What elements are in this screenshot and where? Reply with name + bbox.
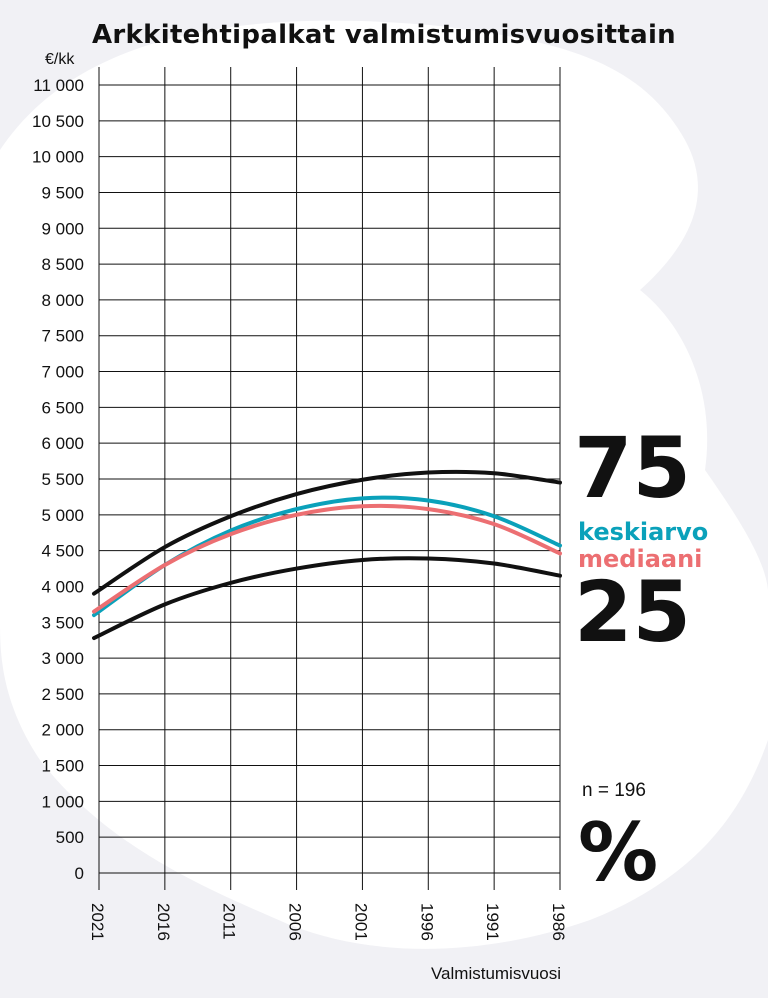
- y-tick-label: 11 000: [33, 76, 84, 95]
- y-tick-label: 8 500: [41, 255, 84, 274]
- x-tick-label: 2016: [154, 903, 173, 941]
- p25-label: 25: [574, 563, 691, 661]
- y-tick-label: 5 000: [41, 506, 84, 525]
- y-tick-label: 10 000: [32, 148, 84, 167]
- x-axis-label: Valmistumisvuosi: [431, 964, 561, 983]
- background-blob: [0, 20, 768, 949]
- y-tick-label: 9 000: [41, 219, 84, 238]
- x-tick-label: 1986: [549, 903, 568, 941]
- y-tick-label: 10 500: [32, 112, 84, 131]
- x-axis-ticks: 2021 2016 2011 2006 2001 1996 1991 1986: [88, 903, 568, 941]
- x-tick-label: 1991: [483, 903, 502, 941]
- y-tick-label: 7 000: [41, 363, 84, 382]
- series-lines: [92, 469, 562, 641]
- series-line-p75: [92, 469, 562, 596]
- chart-title: Arkkitehtipalkat valmistumisvuosittain: [92, 20, 676, 50]
- y-tick-label: 0: [75, 864, 84, 883]
- percent-sign: %: [578, 806, 658, 899]
- y-tick-label: 2 500: [41, 685, 84, 704]
- y-tick-label: 1 500: [41, 757, 84, 776]
- p75-label: 75: [574, 419, 691, 517]
- y-tick-label: 8 000: [41, 291, 84, 310]
- median-label: mediaani: [578, 545, 702, 573]
- mean-label: keskiarvo: [578, 518, 708, 546]
- x-tick-label: 2001: [351, 903, 370, 941]
- y-tick-label: 4 000: [41, 577, 84, 596]
- y-unit-label: €/kk: [45, 51, 75, 68]
- series-line-p25: [92, 556, 562, 641]
- y-tick-label: 5 500: [41, 470, 84, 489]
- y-tick-label: 500: [56, 828, 84, 847]
- y-tick-label: 3 500: [41, 613, 84, 632]
- x-tick-label: 2021: [88, 903, 107, 941]
- y-tick-label: 4 500: [41, 542, 84, 561]
- x-tick-label: 2011: [220, 903, 239, 940]
- y-tick-label: 7 500: [41, 327, 84, 346]
- x-tick-label: 2006: [286, 903, 305, 941]
- y-tick-label: 1 000: [41, 792, 84, 811]
- x-tick-label: 1996: [417, 903, 436, 941]
- y-tick-label: 6 500: [41, 398, 84, 417]
- y-tick-label: 9 500: [41, 183, 84, 202]
- y-tick-label: 6 000: [41, 434, 84, 453]
- y-tick-label: 2 000: [41, 721, 84, 740]
- sample-size: n = 196: [582, 780, 646, 801]
- y-axis-ticks: 0 500 1 000 1 500 2 000 2 500 3 000 3 500 4 000 4…: [32, 76, 84, 883]
- y-tick-label: 3 000: [41, 649, 84, 668]
- grid: [98, 67, 561, 890]
- series-line-median: [92, 503, 562, 614]
